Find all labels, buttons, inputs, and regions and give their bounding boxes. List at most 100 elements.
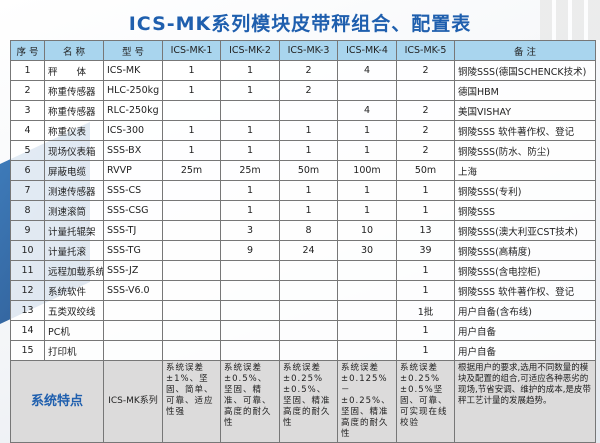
cell-model: ICS-MK: [103, 60, 163, 81]
cell-mk2: 9: [220, 240, 280, 261]
table-row: 15 打印机 1 用户自备: [10, 340, 596, 361]
cell-remark: 铜陵SSS(澳大利亚CST技术): [454, 220, 596, 241]
cell-mk4: 1: [337, 180, 397, 201]
table-row: 12 系统软件 SSS-V6.0 1 铜陵SSS 软件著作权、登记: [10, 280, 596, 301]
cell-remark: 德国HBM: [454, 80, 596, 101]
cell-mk2: 3: [220, 220, 280, 241]
cell-mk4: 1: [337, 120, 397, 141]
cell-mk3: 1: [279, 180, 338, 201]
cell-mk3: [279, 100, 338, 121]
cell-mk3: 1: [279, 200, 338, 221]
cell-mk5: 2: [396, 140, 455, 161]
cell-remark: 铜陵SSS(防水、防尘): [454, 140, 596, 161]
header-col-mk3: ICS-MK-3: [279, 40, 338, 61]
cell-mk4: 30: [337, 240, 397, 261]
cell-remark: 铜陵SSS 软件著作权、登记: [454, 280, 596, 301]
cell-model: SSS-CSG: [103, 200, 163, 221]
cell-mk1: [162, 200, 221, 221]
cell-model: SSS-TJ: [103, 220, 163, 241]
cell-name: 测速传感器: [44, 180, 104, 201]
cell-mk3: 50m: [279, 160, 338, 181]
cell-mk1: [162, 320, 221, 341]
cell-mk3: [279, 320, 338, 341]
table-row: 9 计量托辊架 SSS-TJ 3 8 10 13 铜陵SSS(澳大利亚CST技术): [10, 220, 596, 241]
header-col-mk1: ICS-MK-1: [162, 40, 221, 61]
cell-name: PC机: [44, 320, 104, 341]
feature-mk3: 系统误差±0.25%±0.5%、坚固、精准高度的耐久性: [279, 360, 338, 443]
cell-mk4: [337, 280, 397, 301]
cell-remark: 美国VISHAY: [454, 100, 596, 121]
cell-mk5: 1: [396, 260, 455, 281]
cell-model: RVVP: [103, 160, 163, 181]
cell-remark: 铜陵SSS(专利): [454, 180, 596, 201]
cell-model: SSS-V6.0: [103, 280, 163, 301]
table-row: 11 远程加载系统 SSS-JZ 1 铜陵SSS(含电控柜): [10, 260, 596, 281]
cell-name: 计量托辊架: [44, 220, 104, 241]
cell-mk3: [279, 300, 338, 321]
cell-name: 现场仪表箱: [44, 140, 104, 161]
cell-mk5: 1: [396, 280, 455, 301]
header-col-mk5: ICS-MK-5: [396, 40, 455, 61]
cell-name: 系统软件: [44, 280, 104, 301]
cell-mk3: 1: [279, 140, 338, 161]
cell-seq: 3: [10, 100, 45, 121]
cell-mk5: 2: [396, 120, 455, 141]
cell-name: 秤 体: [44, 60, 104, 81]
header-col-seq: 序 号: [10, 40, 45, 61]
table-row: 13 五类双绞线 1批 用户自备(含布线): [10, 300, 596, 321]
cell-mk4: [337, 300, 397, 321]
cell-mk2: 1: [220, 60, 280, 81]
cell-mk1: [162, 240, 221, 261]
features-remark: 根据用户的要求,选用不同数量的模块及配置的组合,可适应各种恶劣的现场,节省安调、…: [454, 360, 596, 443]
cell-mk5: 50m: [396, 160, 455, 181]
cell-mk2: 25m: [220, 160, 280, 181]
cell-mk4: [337, 260, 397, 281]
cell-name: 称重传感器: [44, 100, 104, 121]
cell-mk4: [337, 80, 397, 101]
cell-mk5: 39: [396, 240, 455, 261]
cell-mk2: [220, 280, 280, 301]
cell-seq: 10: [10, 240, 45, 261]
cell-mk2: 1: [220, 80, 280, 101]
cell-mk3: 24: [279, 240, 338, 261]
cell-mk4: 1: [337, 140, 397, 161]
cell-seq: 4: [10, 120, 45, 141]
cell-mk5: 1: [396, 340, 455, 361]
cell-mk2: 1: [220, 180, 280, 201]
table-row: 14 PC机 1 用户自备: [10, 320, 596, 341]
configuration-table: 序 号名 称型 号 ICS-MK-1 ICS-MK-2 ICS-MK-3 ICS-MK-…: [10, 40, 596, 443]
cell-name: 称重传感器: [44, 80, 104, 101]
cell-remark: 用户自备: [454, 340, 596, 361]
header-col-model: 型 号: [103, 40, 163, 61]
cell-mk1: 25m: [162, 160, 221, 181]
cell-name: 计量托滚: [44, 240, 104, 261]
cell-mk1: [162, 100, 221, 121]
cell-mk2: 1: [220, 200, 280, 221]
header-row: 序 号名 称型 号 ICS-MK-1 ICS-MK-2 ICS-MK-3 ICS-MK-…: [10, 40, 596, 61]
cell-mk5: 1: [396, 320, 455, 341]
cell-remark: 用户自备: [454, 320, 596, 341]
cell-model: HLC-250kg: [103, 80, 163, 101]
cell-mk2: 1: [220, 140, 280, 161]
cell-mk4: [337, 340, 397, 361]
cell-mk2: [220, 300, 280, 321]
table-row: 4 称重仪表 ICS-300 1 1 1 1 2 铜陵SSS 软件著作权、登记: [10, 120, 596, 141]
cell-mk5: 1批: [396, 300, 455, 321]
cell-model: SSS-JZ: [103, 260, 163, 281]
cell-seq: 12: [10, 280, 45, 301]
feature-mk2: 系统误差±0.5%、坚固、精准、可靠、高度的耐久性: [220, 360, 280, 443]
table-row: 5 现场仪表箱 SSS-BX 1 1 1 1 2 铜陵SSS(防水、防尘): [10, 140, 596, 161]
cell-seq: 1: [10, 60, 45, 81]
header-col-mk4: ICS-MK-4: [337, 40, 397, 61]
cell-model: SSS-CS: [103, 180, 163, 201]
feature-mk1: 系统误差±1%、坚固、简单、可靠、适应性强: [162, 360, 221, 443]
header-col-name: 名 称: [44, 40, 104, 61]
cell-seq: 7: [10, 180, 45, 201]
feature-mk4: 系统误差±0.125%－±0.25%、坚固、精准高度的耐久性: [337, 360, 397, 443]
cell-model: SSS-TG: [103, 240, 163, 261]
cell-name: 称重仪表: [44, 120, 104, 141]
cell-mk4: [337, 320, 397, 341]
cell-mk3: 8: [279, 220, 338, 241]
cell-remark: 铜陵SSS(含电控柜): [454, 260, 596, 281]
